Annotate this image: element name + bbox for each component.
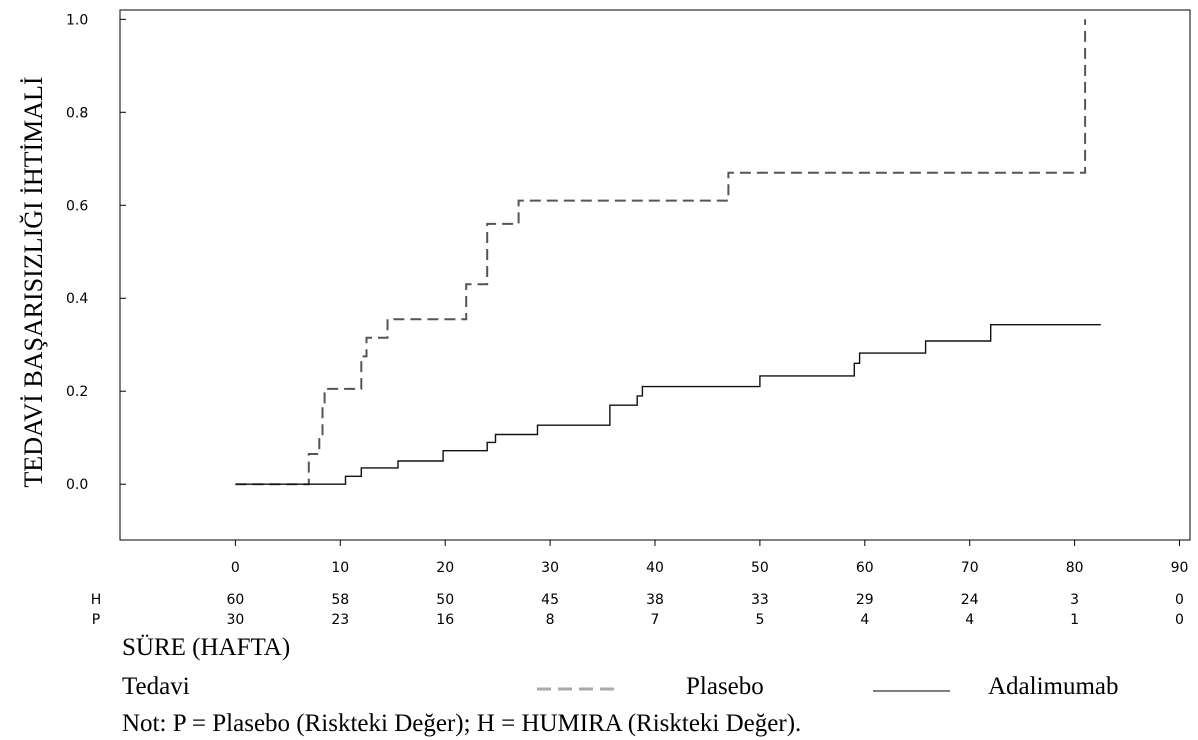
risk-table: H 60 58 50 45 38 33 29 24 3 0P 30 23 16 8 7 5 4 4 1 0 (91, 592, 1184, 628)
kaplan-meier-chart: 0.00.20.40.60.81.0 0 10 20 30 40 50 60 70 80 90 H… (66, 9, 1191, 628)
risk-cell: 33 (751, 592, 769, 608)
risk-cell: 60 (226, 592, 244, 608)
risk-cell: 23 (331, 612, 349, 628)
y-axis-ticks: 0.0 0.2 0.4 0.6 0.8 1.0 (66, 12, 126, 493)
risk-cell: 0 (1175, 592, 1184, 608)
series-plasebo-line (235, 19, 1087, 486)
risk-cell: 3 (1070, 592, 1079, 608)
risk-cell: 16 (436, 612, 454, 628)
risk-cell: 24 (961, 592, 979, 608)
risk-row-label: H (91, 592, 102, 608)
y-tick-label: 0.4 (66, 291, 88, 307)
x-tick-label: 80 (1066, 560, 1084, 576)
risk-cell: 7 (651, 612, 660, 628)
y-tick-label: 0.8 (66, 105, 88, 121)
x-tick-label: 50 (751, 560, 769, 576)
series-layer (235, 19, 1101, 486)
risk-cell: 1 (1070, 612, 1079, 628)
x-axis-label: SÜRE (HAFTA) (122, 634, 291, 661)
risk-cell: 29 (856, 592, 874, 608)
y-tick-label: 0.6 (66, 198, 88, 214)
risk-cell: 5 (755, 612, 764, 628)
x-tick-label: 0 (231, 560, 240, 576)
x-tick-label: 10 (331, 560, 349, 576)
risk-cell: 0 (1175, 612, 1184, 628)
x-tick-label: 40 (646, 560, 664, 576)
risk-cell: 38 (646, 592, 664, 608)
x-tick-label: 30 (541, 560, 559, 576)
risk-cell: 8 (546, 612, 555, 628)
risk-cell: 58 (331, 592, 349, 608)
note-text: Not: P = Plasebo (Riskteki Değer); H = H… (122, 710, 802, 737)
risk-cell: 50 (436, 592, 454, 608)
risk-cell: 30 (226, 612, 244, 628)
risk-row-label: P (92, 612, 100, 628)
legend-adalimumab-label: Adalimumab (988, 673, 1119, 700)
x-tick-label: 70 (961, 560, 979, 576)
risk-cell: 4 (860, 612, 869, 628)
x-tick-label: 60 (856, 560, 874, 576)
x-axis-ticks: 0 10 20 30 40 50 60 70 80 90 (231, 540, 1188, 576)
y-tick-label: 0.2 (66, 384, 88, 400)
legend-title: Tedavi (122, 673, 190, 700)
risk-cell: 45 (541, 592, 559, 608)
y-tick-label: 1.0 (66, 12, 88, 28)
series-adalimumab-line (235, 324, 1101, 485)
legend-placebo-label: Plasebo (686, 673, 764, 700)
risk-cell: 4 (965, 612, 974, 628)
x-tick-label: 90 (1171, 560, 1189, 576)
y-tick-label: 0.0 (66, 477, 88, 493)
x-tick-label: 20 (436, 560, 454, 576)
